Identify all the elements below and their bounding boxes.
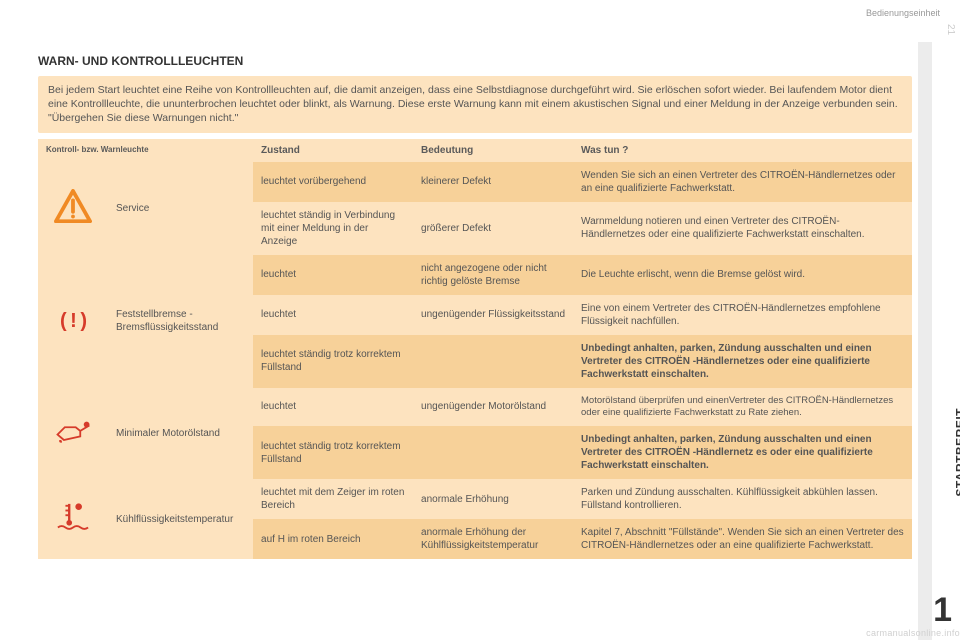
meaning-cell: ungenügender Flüssigkeitsstand (413, 295, 573, 335)
chapter-number: 1 (933, 591, 952, 630)
icon-cell (38, 479, 108, 559)
state-cell: leuchtet ständig in Verbindung mit einer… (253, 202, 413, 255)
table-row: ( ! ) Feststellbremse - Bremsflüssigkeit… (38, 255, 912, 295)
col-state-header: Zustand (253, 139, 413, 162)
state-cell: leuchtet (253, 388, 413, 427)
col-action-header: Was tun ? (573, 139, 912, 162)
header-section-label: Bedienungseinheit (866, 8, 940, 18)
table-header-row: Kontroll- bzw. Warnleuchte Zustand Bedeu… (38, 139, 912, 162)
state-cell: leuchtet vorübergehend (253, 162, 413, 202)
action-cell: Unbedingt anhalten, parken, Zündung auss… (573, 335, 912, 388)
meaning-cell: anormale Erhöhung der Kühlflüssigkeitste… (413, 519, 573, 559)
page-number-top: 21 (945, 24, 956, 35)
icon-cell (38, 162, 108, 255)
action-cell: Kapitel 7, Abschnitt "Füllstände". Wende… (573, 519, 912, 559)
state-cell: leuchtet mit dem Zeiger im roten Bereich (253, 479, 413, 519)
grey-side-band (918, 42, 932, 640)
brake-warning-icon: ( ! ) (60, 310, 86, 332)
action-cell: Parken und Zündung ausschalten. Kühlflüs… (573, 479, 912, 519)
state-cell: leuchtet ständig trotz korrektem Füllsta… (253, 335, 413, 388)
warning-name: Minimaler Motorölstand (108, 388, 253, 480)
action-cell: Warnmeldung notieren und einen Vertreter… (573, 202, 912, 255)
meaning-cell (413, 335, 573, 388)
action-cell: Unbedingt anhalten, parken, Zündung auss… (573, 426, 912, 479)
warning-name: Kühlflüssigkeitstemperatur (108, 479, 253, 559)
table-row: Minimaler Motorölstand leuchtet ungenüge… (38, 388, 912, 427)
action-cell: Motorölstand überprüfen und einenVertret… (573, 388, 912, 427)
intro-text: Bei jedem Start leuchtet eine Reihe von … (38, 76, 912, 133)
icon-cell: ( ! ) (38, 255, 108, 388)
meaning-cell: größerer Defekt (413, 202, 573, 255)
state-cell: leuchtet (253, 255, 413, 295)
warning-name: Service (108, 162, 253, 255)
table-row: Service leuchtet vorübergehend kleinerer… (38, 162, 912, 202)
meaning-cell: kleinerer Defekt (413, 162, 573, 202)
warning-triangle-icon (54, 189, 92, 223)
col-meaning-header: Bedeutung (413, 139, 573, 162)
coolant-temp-icon (56, 502, 90, 532)
action-cell: Eine von einem Vertreter des CITROËN-Hän… (573, 295, 912, 335)
action-cell: Die Leuchte erlischt, wenn die Bremse ge… (573, 255, 912, 295)
side-tab-label: STARTBEREIT (954, 408, 960, 497)
page-title: WARN- UND KONTROLLLEUCHTEN (38, 54, 912, 68)
meaning-cell: nicht angezogene oder nicht richtig gelö… (413, 255, 573, 295)
watermark: carmanualsonline.info (866, 628, 960, 638)
meaning-cell: ungenügender Motorölstand (413, 388, 573, 427)
meaning-cell (413, 426, 573, 479)
icon-cell (38, 388, 108, 480)
action-cell: Wenden Sie sich an einen Vertreter des C… (573, 162, 912, 202)
state-cell: leuchtet (253, 295, 413, 335)
oil-can-icon (53, 420, 93, 444)
state-cell: leuchtet ständig trotz korrektem Füllsta… (253, 426, 413, 479)
warning-lights-table: Kontroll- bzw. Warnleuchte Zustand Bedeu… (38, 139, 912, 560)
table-row: Kühlflüssigkeitstemperatur leuchtet mit … (38, 479, 912, 519)
meaning-cell: anormale Erhöhung (413, 479, 573, 519)
col-icon-header: Kontroll- bzw. Warnleuchte (38, 139, 253, 162)
warning-name: Feststellbremse - Bremsflüssigkeitsstand (108, 255, 253, 388)
state-cell: auf H im roten Bereich (253, 519, 413, 559)
